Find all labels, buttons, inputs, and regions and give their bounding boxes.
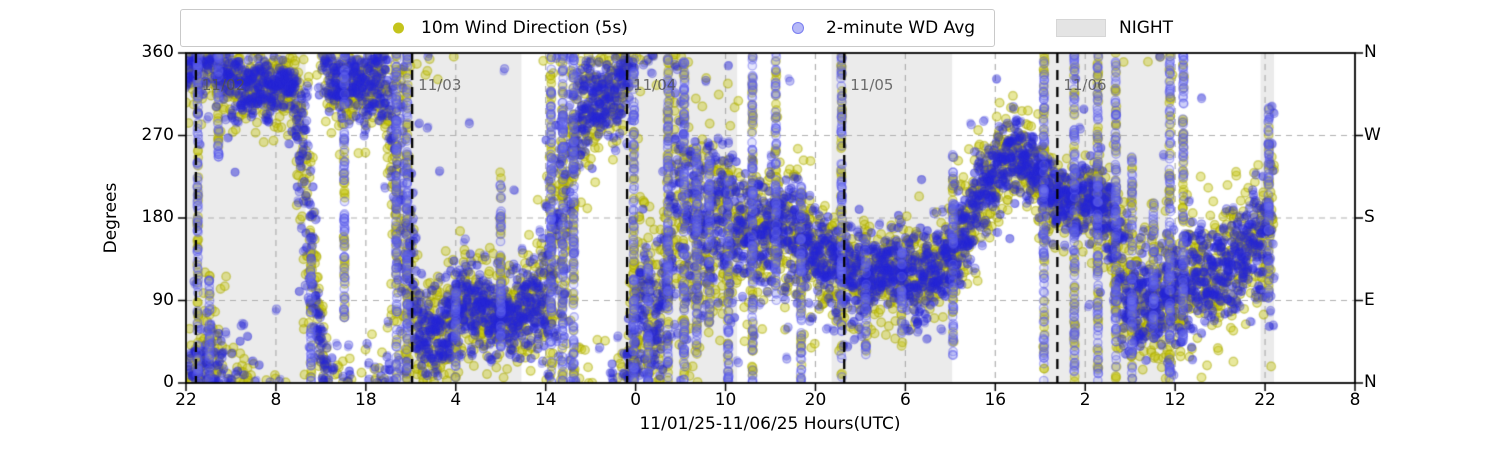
x-tick-label: 8: [1349, 390, 1361, 410]
x-tick-label: 6: [899, 390, 911, 410]
x-tick-label: 18: [355, 390, 377, 410]
y-tick-label-degrees: 180: [141, 207, 174, 227]
day-boundary-label: 11/06: [1063, 76, 1107, 94]
chart-legend: 10m Wind Direction (5s) 2-minute WD Avg …: [180, 9, 1173, 47]
x-tick-label: 0: [630, 390, 642, 410]
x-tick-label: 2: [1079, 390, 1091, 410]
day-boundary-label: 11/04: [633, 76, 677, 94]
x-tick-label: 12: [1164, 390, 1186, 410]
y-tick-label-degrees: 0: [163, 372, 174, 392]
y-tick-label-degrees: 360: [141, 42, 174, 62]
y-tick-label-compass: N: [1364, 372, 1377, 392]
x-tick-label: 4: [450, 390, 462, 410]
legend-label-night: NIGHT: [1119, 18, 1174, 38]
y-tick-label-compass: N: [1364, 42, 1377, 62]
x-tick-label: 22: [1254, 390, 1276, 410]
day-boundary-label: 11/05: [850, 76, 894, 94]
y-tick-label-compass: S: [1364, 207, 1375, 227]
legend-label-wind-5s: 10m Wind Direction (5s): [421, 18, 628, 38]
x-axis-label: 11/01/25-11/06/25 Hours(UTC): [639, 414, 901, 434]
day-boundary-label: 11/02: [201, 76, 246, 94]
night-legend-swatch-icon: [1056, 19, 1106, 37]
y-tick-label-compass: W: [1364, 124, 1381, 145]
x-tick-label: 16: [984, 390, 1007, 410]
y-tick-label-compass: E: [1364, 289, 1375, 310]
day-boundary-label: 11/03: [418, 76, 462, 94]
y-tick-label-degrees: 270: [141, 124, 174, 145]
x-tick-label: 22: [175, 390, 197, 410]
y-tick-label-degrees: 90: [152, 289, 174, 310]
x-tick-label: 10: [714, 390, 737, 410]
x-tick-label: 14: [534, 390, 557, 410]
wind-5s-legend-marker-icon: [393, 22, 404, 34]
legend-label-wd-avg: 2-minute WD Avg: [826, 18, 976, 38]
x-tick-label: 20: [804, 390, 827, 410]
x-tick-label: 8: [270, 390, 282, 410]
wd-avg-legend-marker-icon: [792, 22, 804, 34]
